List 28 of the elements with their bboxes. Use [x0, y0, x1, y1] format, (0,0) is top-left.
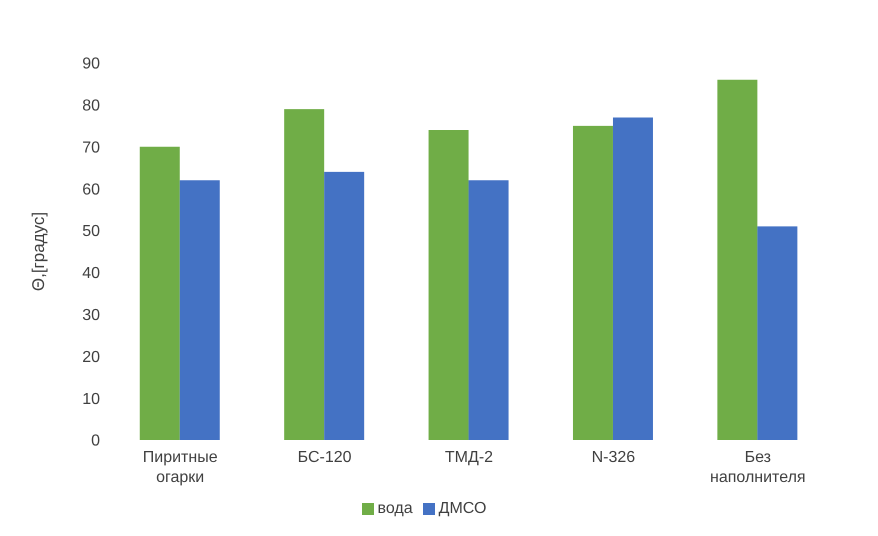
- x-tick-label: Без наполнителя: [710, 449, 806, 486]
- y-tick-label: 50: [82, 223, 100, 240]
- y-axis-title: Θ,[градус]: [29, 212, 48, 292]
- bar: [140, 146, 180, 440]
- y-tick-label: 90: [82, 56, 100, 73]
- x-tick-label: N-326: [592, 449, 636, 466]
- x-tick-label: БС-120: [298, 449, 352, 466]
- bar: [468, 180, 509, 440]
- y-tick-label: 80: [82, 98, 100, 115]
- bar: [324, 172, 364, 440]
- y-tick-label: 20: [82, 348, 100, 366]
- bar: [717, 80, 758, 440]
- legend-label: ДМСО: [438, 500, 486, 517]
- bar: [284, 109, 324, 440]
- y-tick-label: 30: [82, 307, 100, 324]
- y-tick-label: 10: [82, 390, 100, 408]
- x-tick-label: Пиритные огарки: [142, 449, 218, 486]
- bar: [180, 180, 220, 440]
- legend-label: вода: [378, 500, 413, 517]
- y-tick-label: 60: [82, 181, 100, 198]
- bar: [757, 226, 798, 440]
- bar: [572, 126, 613, 440]
- x-tick-label: ТМД-2: [444, 449, 494, 466]
- bar: [428, 130, 469, 440]
- y-tick-label: 0: [91, 432, 100, 450]
- bar: [612, 117, 653, 440]
- y-tick-label: 40: [82, 265, 100, 282]
- y-tick-label: 70: [82, 139, 100, 156]
